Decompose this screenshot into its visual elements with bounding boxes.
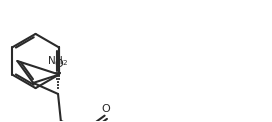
Text: O: O	[101, 104, 110, 114]
Text: NH$_2$: NH$_2$	[47, 54, 69, 68]
Text: O: O	[55, 59, 63, 69]
